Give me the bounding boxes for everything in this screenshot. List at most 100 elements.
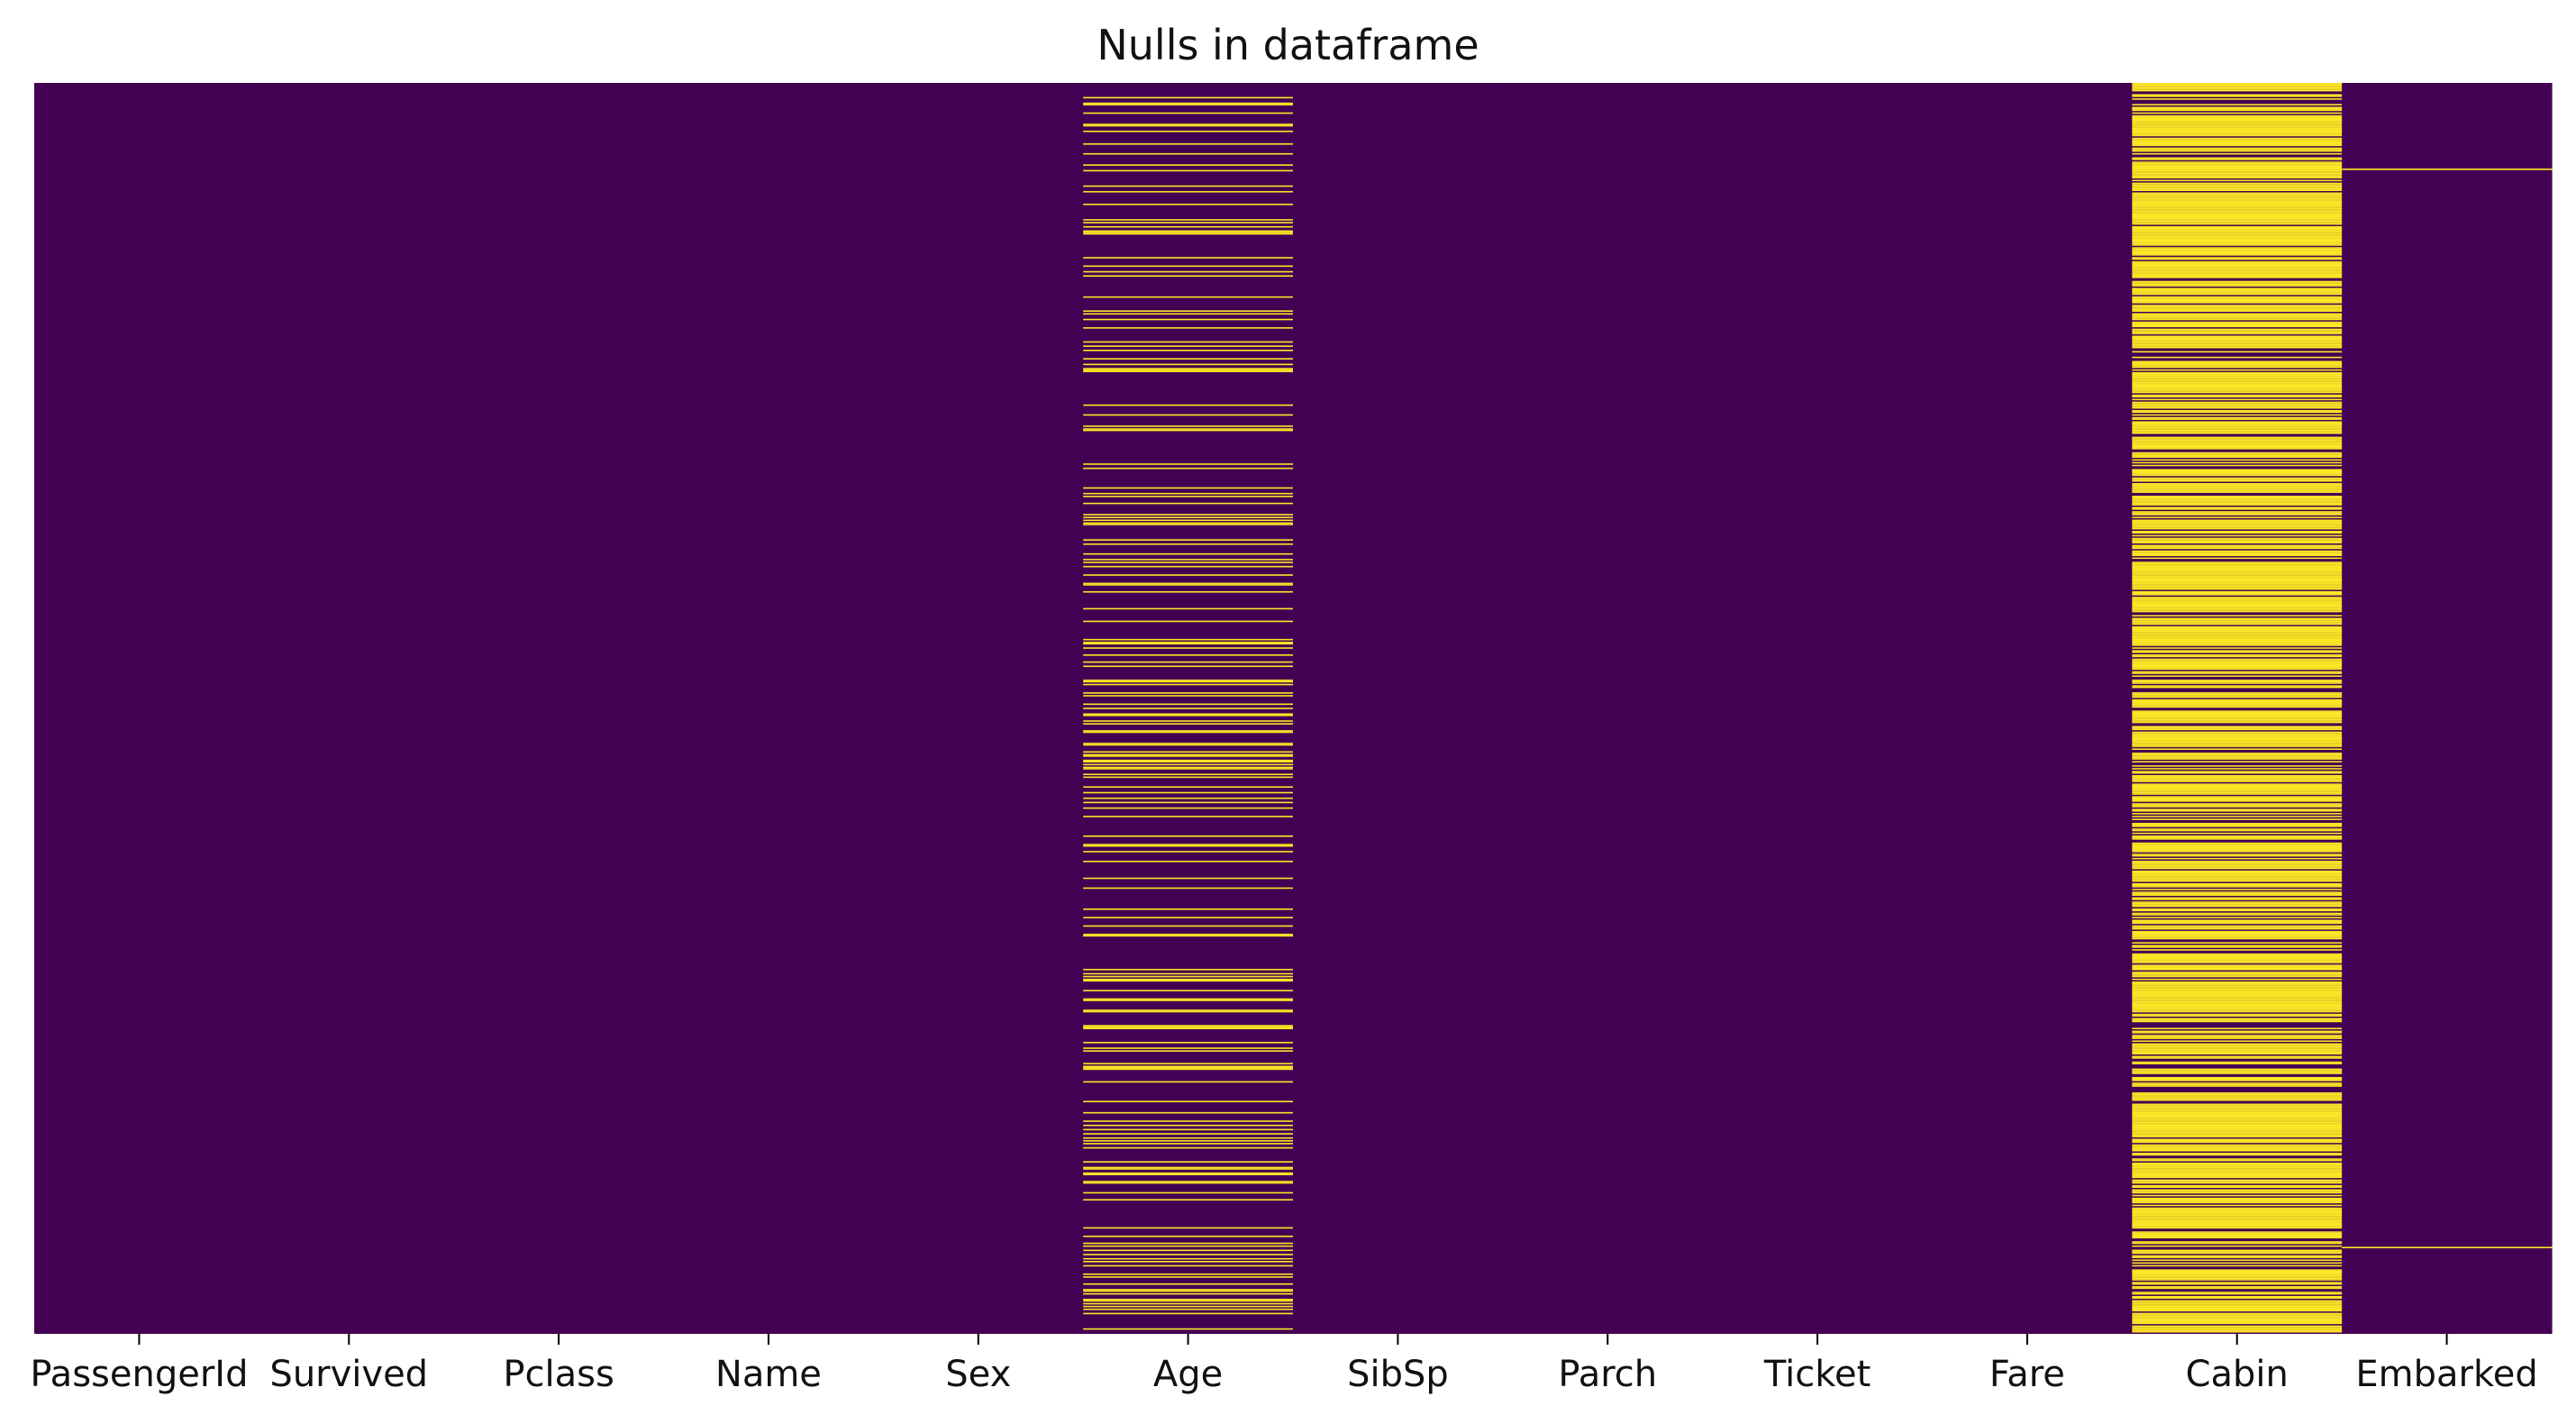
null-cell (2132, 336, 2343, 339)
null-cell (2132, 804, 2343, 807)
null-cell (2132, 213, 2343, 215)
null-cell (2132, 978, 2343, 981)
null-cell (2132, 992, 2343, 995)
null-cell (2132, 388, 2343, 391)
null-cell (2132, 721, 2343, 724)
null-cell (2132, 380, 2343, 382)
null-cell (1083, 1299, 1294, 1301)
null-cell (2132, 242, 2343, 243)
null-cell (1083, 1143, 1294, 1145)
null-cell (2132, 995, 2343, 998)
null-cell (2132, 803, 2343, 805)
null-cell (2132, 1005, 2343, 1008)
null-cell (1083, 1289, 1294, 1291)
null-cell (2132, 276, 2343, 278)
null-cell (2132, 519, 2343, 522)
null-cell (1083, 169, 1294, 172)
null-cell (2132, 609, 2343, 611)
null-cell (2132, 212, 2343, 214)
null-cell (2132, 872, 2343, 874)
null-cell (2132, 283, 2343, 286)
null-cell (1083, 345, 1294, 347)
null-cell (2132, 1300, 2343, 1302)
null-cell (2132, 791, 2343, 794)
null-cell (2132, 132, 2343, 134)
null-cell (2132, 741, 2343, 744)
null-cell (2132, 471, 2343, 474)
null-cell (2132, 930, 2343, 933)
null-cell (2132, 1154, 2343, 1156)
null-cell (2132, 87, 2343, 89)
null-cell (2132, 1008, 2343, 1010)
null-cell (2132, 86, 2343, 87)
null-cell (2132, 1130, 2343, 1132)
null-cell (2132, 167, 2343, 169)
null-cell (1083, 1283, 1294, 1285)
null-cell (2132, 525, 2343, 527)
null-cell (2132, 195, 2343, 197)
null-cell (2132, 175, 2343, 178)
null-cell (2132, 323, 2343, 324)
null-cell (2132, 219, 2343, 221)
null-cell (2132, 654, 2343, 656)
null-cell (2132, 511, 2343, 513)
null-cell (2132, 338, 2343, 341)
null-cell (2132, 638, 2343, 641)
null-cell (2132, 369, 2343, 371)
null-cell (2132, 665, 2343, 668)
null-cell (2132, 84, 2343, 87)
column-embarked (2342, 83, 2553, 1334)
null-cell (2132, 731, 2343, 734)
null-cell (1083, 552, 1294, 555)
null-cell (2132, 640, 2343, 643)
null-cell (2132, 436, 2343, 439)
null-cell (2132, 1045, 2343, 1046)
null-cell (2132, 199, 2343, 201)
null-cell (2132, 861, 2343, 863)
null-cell (2132, 456, 2343, 458)
null-cell (2132, 356, 2343, 359)
null-cell (1083, 327, 1294, 329)
null-cell (2132, 1241, 2343, 1243)
null-cell (2132, 428, 2343, 430)
null-cell (2132, 117, 2343, 120)
null-cell (2132, 607, 2343, 608)
null-cell (2132, 165, 2343, 168)
null-cell (2132, 1204, 2343, 1207)
null-cell (2132, 179, 2343, 182)
null-cell (2132, 696, 2343, 698)
null-cell (2132, 1221, 2343, 1223)
null-cell (1083, 257, 1294, 259)
null-cell (2132, 1166, 2343, 1169)
null-cell (2132, 444, 2343, 447)
null-cell (2132, 1318, 2343, 1320)
null-cell (2132, 1149, 2343, 1152)
null-cell (2132, 1153, 2343, 1155)
null-cell (2132, 83, 2343, 85)
null-cell (2132, 955, 2343, 958)
null-cell (1083, 370, 1294, 372)
null-cell (2132, 899, 2343, 900)
null-cell (2132, 98, 2343, 100)
null-cell (2132, 1158, 2343, 1160)
null-cell (1083, 1041, 1294, 1044)
null-cell (2132, 1032, 2343, 1034)
null-cell (2132, 328, 2343, 331)
null-cell (2132, 1176, 2343, 1179)
null-cell (2132, 522, 2343, 525)
null-cell (2132, 1050, 2343, 1052)
null-cell (2132, 172, 2343, 175)
null-cell (2132, 331, 2343, 333)
null-cell (2132, 965, 2343, 968)
null-cell (1083, 265, 1294, 268)
null-cell (2132, 375, 2343, 377)
null-cell (2132, 89, 2343, 92)
null-cell (1083, 414, 1294, 416)
null-cell (1083, 225, 1294, 228)
null-cell (1083, 1100, 1294, 1103)
null-cell (1083, 968, 1294, 971)
null-cell (2132, 1199, 2343, 1201)
null-cell (2132, 318, 2343, 321)
null-cell (1083, 1026, 1294, 1028)
null-cell (2132, 842, 2343, 844)
